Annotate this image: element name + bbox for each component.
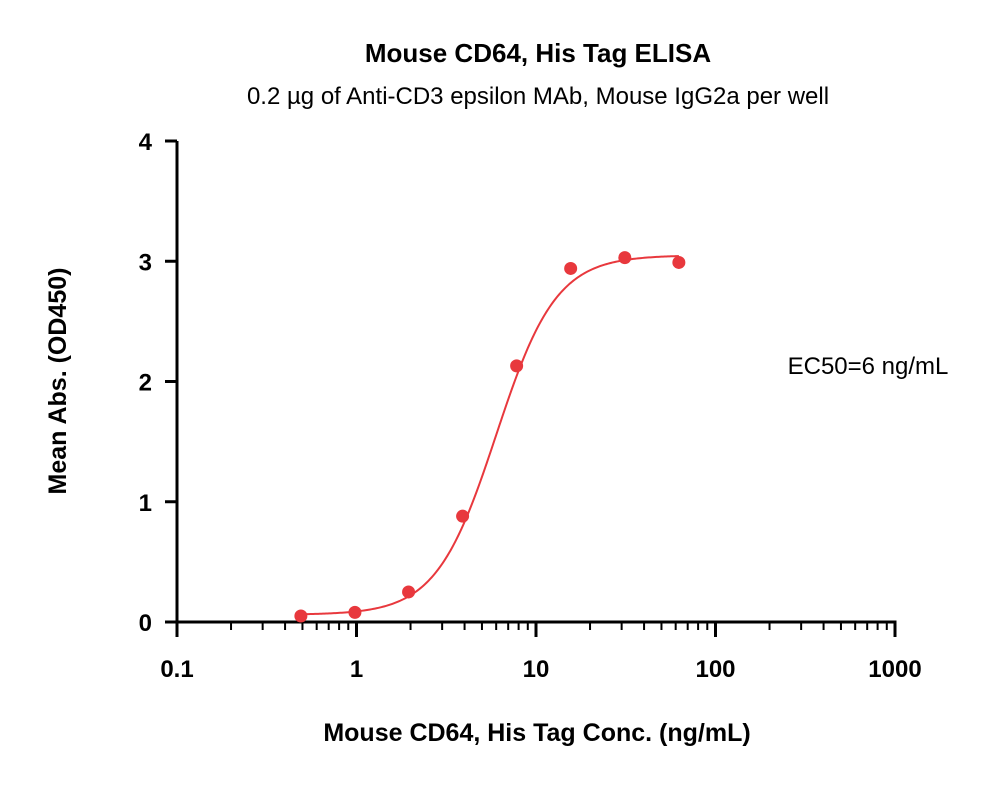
ec50-annotation: EC50=6 ng/mL xyxy=(788,353,949,380)
data-point xyxy=(564,261,578,275)
fit-curve-group xyxy=(300,255,679,616)
data-points xyxy=(294,251,686,623)
y-tick-label: 0 xyxy=(139,610,152,637)
x-axis-title: Mouse CD64, His Tag Conc. (ng/mL) xyxy=(323,719,750,747)
x-tick-label: 1000 xyxy=(868,656,921,683)
x-tick-label: 100 xyxy=(695,656,735,683)
x-tick-label: 1 xyxy=(350,656,363,683)
chart-title: Mouse CD64, His Tag ELISA xyxy=(365,38,711,68)
x-tick-label: 10 xyxy=(523,656,550,683)
chart-subtitle: 0.2 µg of Anti-CD3 epsilon MAb, Mouse Ig… xyxy=(247,83,829,110)
y-tick-label: 2 xyxy=(139,370,152,397)
y-tick-label: 3 xyxy=(139,249,152,276)
data-point xyxy=(294,609,308,623)
x-tick-label: 0.1 xyxy=(160,656,193,683)
y-tick-label: 4 xyxy=(139,129,153,156)
data-point xyxy=(672,255,686,269)
data-point xyxy=(402,585,416,599)
axes: 0 1 2 3 4 0.1 1 10 100 1000 xyxy=(139,129,922,683)
data-point xyxy=(456,509,470,523)
data-point xyxy=(510,359,524,373)
y-tick-label: 1 xyxy=(139,490,152,517)
y-axis-title: Mean Abs. (OD450) xyxy=(44,268,72,495)
data-point xyxy=(618,251,632,265)
data-point xyxy=(348,605,362,619)
fit-curve xyxy=(300,255,679,616)
